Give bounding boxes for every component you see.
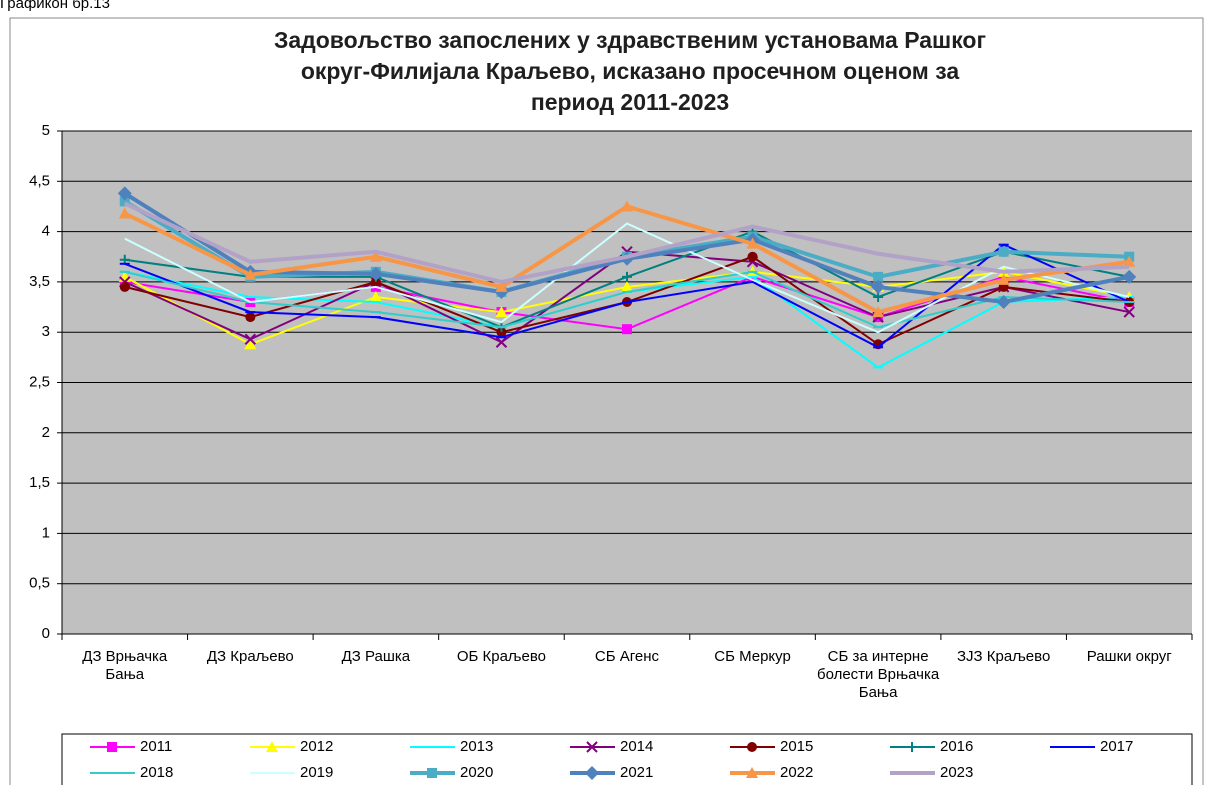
point [244,268,257,280]
point [117,186,132,201]
legend-label: 2023 [940,764,973,781]
point [997,273,1010,285]
point [245,312,256,323]
chart-title: период 2011-2023 [531,89,729,115]
legend-marker [907,742,917,752]
x-tick-label: СБ за интерне болести Врњачка Бања [816,648,940,701]
legend-label: 2021 [620,764,653,781]
x-tick-label: ДЗ Рашка [341,648,411,665]
x-tick-label: ЗЈЗ Краљево [957,648,1051,665]
x-tick-label: СБ Меркур [714,648,791,665]
legend-marker [266,741,278,752]
x-label-box: ОБ Краљево [456,648,547,665]
point [118,207,131,219]
x-tick-label: ДЗ Краљево [206,648,294,665]
x-label-box: СБ за интерне болести Врњачка Бања [816,648,940,701]
x-label-box: ДЗ Рашка [341,648,411,665]
point [368,266,383,281]
legend-label: 2018 [140,764,173,781]
point [622,324,632,335]
legend-label: 2019 [300,764,333,781]
point [871,279,886,294]
legend-marker [427,768,437,778]
point [622,271,632,282]
point [369,290,382,302]
legend-label: 2013 [460,738,493,755]
legend-marker [107,742,117,752]
point [746,237,759,249]
y-tick-label: 1 [42,524,50,541]
point [1123,306,1135,318]
x-label-box: ДЗ Врњачка Бања [82,648,168,683]
y-tick-label: 1,5 [29,474,50,491]
chart-title: округ-Филијала Краљево, исказано просечн… [301,58,959,84]
point [495,306,508,318]
x-tick-label: СБ Агенс [594,648,660,665]
point [872,306,885,318]
y-tick-label: 4 [42,223,50,240]
y-tick-label: 0 [42,625,50,642]
point [369,250,382,262]
legend-marker [747,742,757,752]
point [244,338,257,350]
x-label-box: Рашки округ [1086,648,1172,665]
chart-title: Задовољство запослених у здравственим ус… [274,27,986,53]
point [747,251,758,262]
legend-label: 2022 [780,764,813,781]
point [496,327,507,338]
legend-box [61,733,1193,785]
point [621,280,633,292]
x-tick-label: ОБ Краљево [456,648,547,665]
point [119,281,130,292]
legend-label: 2020 [460,764,493,781]
point [244,333,257,345]
point [873,271,884,282]
heading: Графикон бр.13 [0,0,110,12]
point [370,276,381,287]
legend-marker [746,767,758,778]
legend-label: 2015 [780,738,813,755]
y-tick-label: 4,5 [29,172,50,189]
point [119,196,130,207]
x-label-box: СБ Меркур [714,648,791,665]
y-tick-label: 2,5 [29,373,50,390]
legend-label: 2012 [300,738,333,755]
series-line [123,201,1130,284]
x-tick-label: Рашки округ [1086,648,1172,665]
point [621,200,633,212]
x-label-box: СБ Агенс [594,648,660,665]
x-tick-label: ДЗ Врњачка Бања [82,648,168,683]
legend-label: 2014 [620,738,653,755]
y-tick-label: 2 [42,424,50,441]
legend-marker [586,741,598,753]
x-label-box: ДЗ Краљево [206,648,294,665]
point [1123,255,1136,267]
legend-label: 2011 [140,738,172,755]
legend-label: 2016 [940,738,973,755]
point [495,280,508,292]
y-tick-label: 5 [42,122,50,139]
x-label-box: ЗЈЗ Краљево [957,648,1051,665]
point [996,295,1011,310]
point [998,246,1009,257]
legend-marker [585,766,599,780]
y-tick-label: 0,5 [29,575,50,592]
legend-label: 2017 [1100,738,1133,755]
y-tick-label: 3,5 [29,273,50,290]
point [1122,269,1137,284]
y-tick-label: 3 [42,323,50,340]
point [495,336,508,348]
